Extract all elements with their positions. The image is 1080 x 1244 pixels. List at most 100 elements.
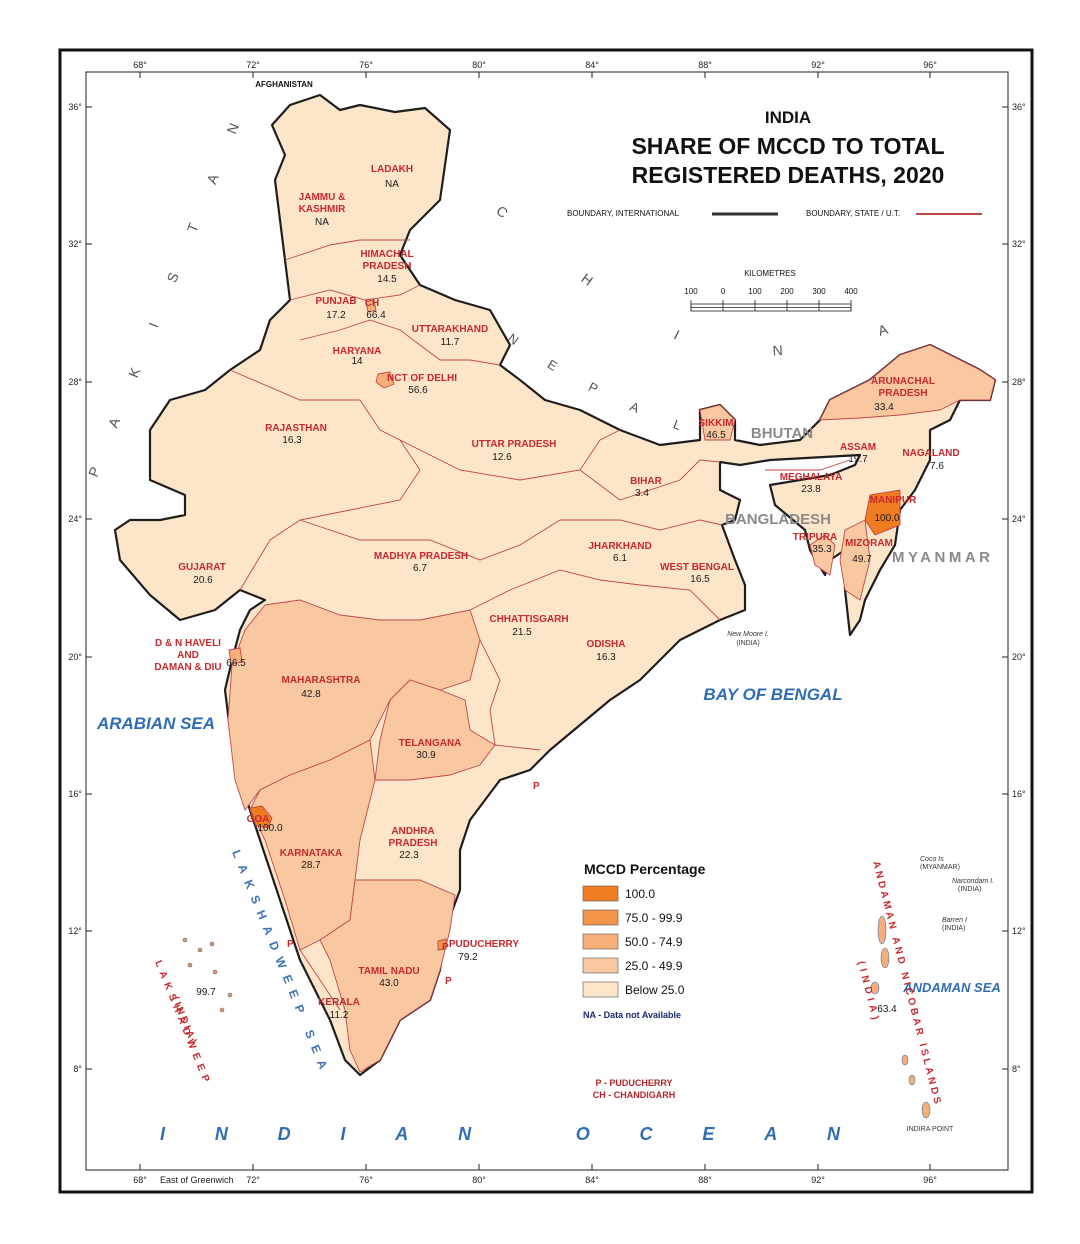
- country-label: BHUTAN: [751, 425, 813, 442]
- state-shape: [319, 879, 456, 1073]
- legend-note: NA - Data not Available: [583, 1010, 681, 1020]
- legend: 100.0 75.0 - 99.9 50.0 - 74.9 25.0 - 49.9 Be…: [582, 885, 685, 998]
- state-name-line: CHHATTISGARH: [489, 614, 568, 625]
- country-label: BANGLADESH: [725, 511, 831, 528]
- state-value: 19.7: [848, 454, 868, 465]
- longitude-label: 96°: [923, 60, 937, 70]
- state-shape: [809, 534, 836, 576]
- outer-frame: [58, 48, 1034, 1194]
- state-name-line: UTTARAKHAND: [412, 324, 488, 335]
- state-value: 43.0: [379, 978, 399, 989]
- island: [212, 969, 218, 975]
- state-value: 16.5: [690, 574, 710, 585]
- state-name-line: PRADESH: [389, 838, 438, 849]
- latitude-label: 36°: [1012, 102, 1026, 112]
- enclave-mark: P: [445, 976, 452, 987]
- state-value: 11.7: [441, 337, 460, 348]
- state-name-line: LADAKH: [371, 164, 413, 175]
- state-shape: [228, 647, 243, 665]
- state-boundary: [299, 949, 341, 1011]
- enclave-mark: P: [287, 939, 294, 950]
- state-value: 49.7: [852, 554, 872, 565]
- state-shapes: [227, 299, 996, 1073]
- longitude-label: 76°: [359, 60, 373, 70]
- scale-label: 100: [748, 287, 762, 296]
- state-value: 56.6: [408, 385, 428, 396]
- state-name-line: PRADESH: [363, 261, 412, 272]
- state-name: PUDUCHERRY: [449, 939, 520, 950]
- state-value: 42.8: [301, 689, 321, 700]
- state-shape: [699, 404, 736, 441]
- island: [921, 1101, 931, 1119]
- state-name-line: JHARKHAND: [588, 541, 651, 552]
- state-name-line: MIZORAM: [845, 538, 893, 549]
- island-label: (INDIA): [942, 925, 965, 932]
- state-name-line: TAMIL NADU: [358, 966, 419, 977]
- state-name-line: PUNJAB: [315, 296, 356, 307]
- legend-label: 25.0 - 49.9: [625, 959, 683, 973]
- state-shape: [819, 344, 996, 421]
- state-name: GUJARAT: [178, 562, 226, 573]
- state-name: SIKKIM: [699, 418, 734, 429]
- state-value: 100.0: [874, 513, 899, 524]
- latitude-label: 36°: [68, 102, 82, 112]
- island-label: INDIRA POINT: [907, 1126, 954, 1133]
- longitude-label: 72°: [246, 1175, 260, 1185]
- state-name: CHHATTISGARH: [489, 614, 568, 625]
- latitude-label: 16°: [68, 789, 82, 799]
- state-name: ODISHA: [587, 639, 626, 650]
- latitude-label: 28°: [68, 377, 82, 387]
- scale-bar: 100 0 100 200 300 400: [684, 287, 858, 312]
- state-value: 79.2: [458, 952, 478, 963]
- longitude-label: 68°: [133, 1175, 147, 1185]
- legend-label: 100.0: [625, 887, 655, 901]
- island-label: New Moore I.: [727, 631, 769, 638]
- state-name-line: JAMMU &: [299, 192, 346, 203]
- island-label: Narcondam I.: [952, 878, 994, 885]
- state-name-line: ANDHRA: [391, 826, 434, 837]
- title-line: SHARE OF MCCD TO TOTAL: [631, 133, 944, 159]
- state-shape: [374, 679, 496, 781]
- state-boundary: [289, 284, 421, 301]
- state-value: 7.6: [930, 461, 944, 472]
- state-name-line: MEGHALAYA: [780, 472, 843, 483]
- longitude-label: 88°: [698, 60, 712, 70]
- longitude-label: 72°: [246, 60, 260, 70]
- island-label: Barren I: [942, 917, 967, 924]
- longitude-label: 80°: [472, 1175, 486, 1185]
- inner-frame: [85, 71, 1009, 1171]
- state-name-line: NAGALAND: [902, 448, 959, 459]
- island: [182, 937, 188, 943]
- enclave-mark: P: [533, 781, 540, 792]
- state-value: 63.4: [877, 1004, 897, 1015]
- latitude-label: 8°: [73, 1064, 82, 1074]
- state-name-line: KARNATAKA: [280, 848, 342, 859]
- state-value: 17.2: [326, 310, 346, 321]
- state-name-line: SIKKIM: [699, 418, 734, 429]
- state-name-line: WEST BENGAL: [660, 562, 734, 573]
- state-name: NAGALAND: [902, 448, 959, 459]
- state-value: 16.3: [282, 435, 302, 446]
- legend-swatch: [582, 909, 619, 926]
- state-name: RAJASTHAN: [265, 423, 327, 434]
- state-value: 14: [351, 356, 363, 367]
- state-name: MIZORAM: [845, 538, 893, 549]
- state-name: ASSAM: [840, 442, 876, 453]
- legend-swatch: [582, 885, 619, 902]
- latitude-label: 8°: [1012, 1064, 1021, 1074]
- sea-label: ARABIAN SEA: [96, 714, 215, 733]
- legend-swatch: [582, 933, 619, 950]
- scale-label: 100: [684, 287, 698, 296]
- state-value: 28.7: [301, 860, 321, 871]
- state-name: TRIPURA: [793, 532, 837, 543]
- state-boundary: [560, 519, 723, 531]
- state-name-line: D & N HAVELI: [155, 638, 221, 649]
- state-shape: [249, 805, 273, 829]
- state-name-line: TRIPURA: [793, 532, 837, 543]
- state-value: 33.4: [874, 402, 894, 413]
- state-name-line: UTTAR PRADESH: [472, 439, 557, 450]
- state-shape: [864, 489, 901, 536]
- state-value: NA: [315, 217, 329, 228]
